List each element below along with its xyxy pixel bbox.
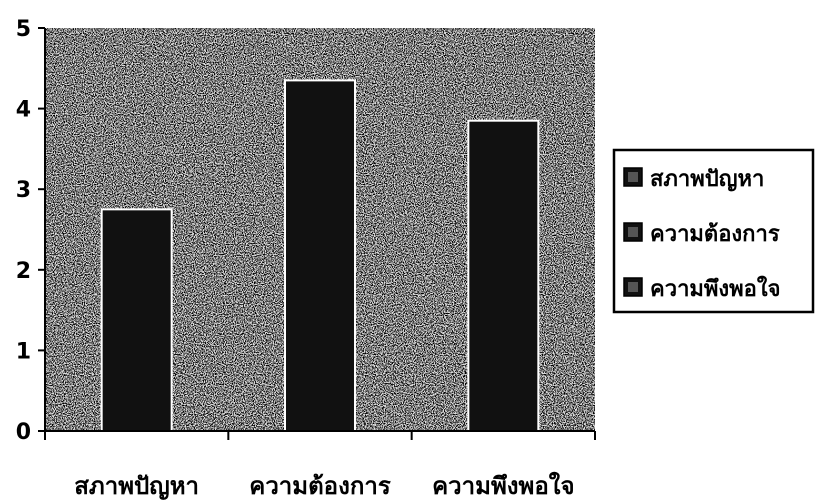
- legend-label: ความพึงพอใจ: [650, 275, 781, 302]
- category-label: ความพึงพอใจ: [432, 471, 574, 500]
- x-axis-ticks: [44, 431, 596, 440]
- legend-swatch-inner: [628, 227, 638, 237]
- legend-label: ความต้องการ: [650, 222, 780, 247]
- category-label: ความต้องการ: [249, 472, 391, 500]
- y-tick-label: 0: [16, 420, 31, 445]
- axes: [44, 28, 595, 432]
- legend-swatch-inner: [628, 282, 638, 292]
- bars: [100, 79, 540, 432]
- y-tick-label: 4: [16, 98, 31, 123]
- y-tick-label: 5: [16, 17, 31, 42]
- bar-2: [284, 79, 356, 432]
- category-label: สภาพปัญหา: [74, 472, 199, 500]
- category-labels: สภาพปัญหา ความต้องการ ความพึงพอใจ: [74, 471, 574, 500]
- legend-label: สภาพปัญหา: [650, 167, 764, 192]
- legend-box: [612, 148, 815, 314]
- legend-swatch-inner: [628, 172, 638, 182]
- y-tick-label: 2: [16, 259, 31, 284]
- y-axis-ticks: 0 1 2 3 4 5: [16, 17, 45, 445]
- bar-3: [467, 119, 540, 432]
- bar-1: [100, 208, 173, 432]
- y-tick-label: 1: [16, 339, 31, 364]
- y-tick-label: 3: [16, 178, 31, 203]
